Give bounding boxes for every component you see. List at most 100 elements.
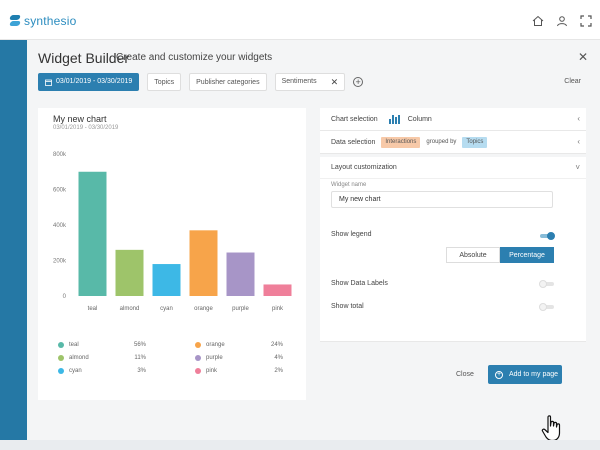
top-icons — [532, 14, 592, 27]
hand-cursor-icon — [541, 415, 561, 442]
x-tick-label: cyan — [160, 306, 173, 312]
column-chart-icon — [388, 114, 400, 124]
x-tick-label: orange — [194, 306, 213, 312]
layout-customization-panel: Layout customization ˅ Widget name My ne… — [320, 157, 586, 342]
chevron-left-icon[interactable]: ‹ — [577, 137, 580, 146]
add-to-my-page-button[interactable]: + Add to my page — [488, 365, 562, 384]
show-legend-toggle[interactable] — [540, 232, 555, 240]
sentiments-label: Sentiments — [281, 78, 317, 85]
data-selection-label: Data selection — [331, 138, 376, 146]
top-bar: synthesio — [0, 0, 600, 40]
chart-date-range: 03/01/2019 - 03/30/2019 — [53, 125, 119, 131]
legend-percentage: 3% — [137, 368, 146, 374]
legend-name: cyan — [69, 368, 82, 374]
x-tick-label: purple — [232, 306, 249, 312]
widget-builder-modal: Widget Builder Create and customize your… — [27, 40, 600, 440]
calendar-icon — [45, 79, 52, 86]
y-tick-label: 0 — [63, 294, 67, 300]
legend-dot — [58, 368, 64, 374]
chart-type-value: Column — [407, 115, 432, 123]
bar-orange[interactable] — [189, 230, 218, 296]
synthesio-logo[interactable]: synthesio — [10, 14, 77, 28]
legend-item-cyan[interactable]: cyan 3% — [58, 366, 148, 378]
legend-dot — [195, 342, 201, 348]
bar-pink[interactable] — [263, 284, 292, 296]
bar-teal[interactable] — [78, 171, 107, 296]
legend-dot — [58, 342, 64, 348]
home-icon[interactable] — [532, 14, 544, 26]
chevron-down-icon[interactable]: ˅ — [575, 163, 580, 172]
close-icon[interactable]: ✕ — [577, 50, 588, 64]
remove-filter-icon[interactable]: ✕ — [330, 77, 339, 87]
date-range-button[interactable]: 03/01/2019 - 03/30/2019 — [38, 73, 140, 91]
user-icon[interactable] — [556, 14, 568, 27]
legend-mode-selector: Absolute Percentage — [446, 247, 554, 263]
legend-dot — [195, 355, 201, 361]
page-subtitle: Create and customize your widgets — [116, 52, 273, 63]
x-tick-label: almond — [120, 306, 140, 312]
legend-item-pink[interactable]: pink 2% — [195, 366, 285, 378]
show-legend-label: Show legend — [331, 231, 372, 238]
bar-purple[interactable] — [226, 252, 255, 296]
bar-cyan[interactable] — [152, 264, 181, 296]
show-data-labels-toggle[interactable] — [539, 280, 554, 288]
y-tick-label: 800k — [53, 152, 67, 158]
bar-almond[interactable] — [115, 249, 144, 296]
legend-percentage: 56% — [133, 342, 146, 348]
topics-filter[interactable]: Topics — [147, 73, 182, 91]
legend-name: pink — [206, 368, 218, 374]
layout-customization-label: Layout customization — [331, 164, 397, 171]
percentage-option[interactable]: Percentage — [500, 247, 554, 263]
legend-name: orange — [206, 342, 225, 348]
legend-percentage: 24% — [270, 342, 283, 348]
x-tick-label: pink — [272, 306, 284, 312]
data-selection-panel[interactable]: Data selection Interactions grouped by T… — [320, 131, 586, 154]
show-data-labels-label: Show Data Labels — [331, 280, 388, 287]
show-total-toggle[interactable] — [539, 303, 554, 311]
widget-name-input[interactable]: My new chart — [331, 191, 553, 208]
bar-chart: 0 200k 400k 600k 800k teal almond cyan orange pur… — [38, 146, 306, 316]
chart-selection-panel[interactable]: Chart selection Column ‹ — [320, 108, 586, 131]
show-total-label: Show total — [331, 303, 364, 310]
group-tag[interactable]: Topics — [462, 136, 488, 148]
add-to-my-page-label: Add to my page — [509, 371, 559, 378]
close-button[interactable]: Close — [456, 371, 474, 378]
chart-selection-label: Chart selection — [331, 115, 378, 123]
legend-item-orange[interactable]: orange 24% — [195, 340, 285, 352]
legend-name: teal — [69, 342, 79, 348]
add-circle-icon: + — [495, 370, 503, 379]
logo-text: synthesio — [24, 14, 77, 28]
legend-dot — [195, 368, 201, 374]
y-tick-label: 600k — [53, 188, 67, 194]
chevron-left-icon[interactable]: ‹ — [577, 114, 580, 123]
legend-item-purple[interactable]: purple 4% — [195, 353, 285, 365]
x-tick-label: teal — [88, 306, 98, 312]
page-title: Widget Builder — [38, 50, 130, 66]
logo-icon — [10, 15, 20, 27]
sentiments-filter[interactable]: Sentiments ✕ — [274, 73, 346, 91]
metric-tag[interactable]: Interactions — [381, 136, 421, 148]
absolute-option[interactable]: Absolute — [446, 247, 500, 263]
bar-chart-svg: 0 200k 400k 600k 800k teal almond cyan orange pur… — [53, 152, 292, 312]
grouped-by-label: grouped by — [426, 139, 457, 145]
layout-panel-header[interactable]: Layout customization ˅ — [320, 157, 586, 179]
legend-percentage: 2% — [274, 368, 283, 374]
widget-name-label: Widget name — [331, 182, 367, 188]
date-range-label: 03/01/2019 - 03/30/2019 — [56, 78, 133, 85]
legend-dot — [58, 355, 64, 361]
publisher-categories-filter[interactable]: Publisher categories — [189, 73, 267, 91]
legend-item-almond[interactable]: almond 11% — [58, 353, 148, 365]
legend-percentage: 4% — [274, 355, 283, 361]
y-tick-label: 400k — [53, 223, 67, 229]
add-filter-icon[interactable]: + — [353, 77, 364, 87]
legend-name: purple — [206, 355, 223, 361]
chart-title: My new chart — [53, 114, 107, 124]
fullscreen-icon[interactable] — [580, 14, 592, 27]
clear-filters-button[interactable]: Clear — [564, 78, 581, 85]
legend-item-teal[interactable]: teal 56% — [58, 340, 148, 352]
filter-bar: 03/01/2019 - 03/30/2019 Topics Publisher… — [38, 73, 364, 91]
y-tick-label: 200k — [53, 259, 67, 265]
legend-name: almond — [69, 355, 89, 361]
chart-preview-card: My new chart 03/01/2019 - 03/30/2019 0 20… — [38, 108, 306, 400]
bottom-strip — [0, 440, 600, 450]
